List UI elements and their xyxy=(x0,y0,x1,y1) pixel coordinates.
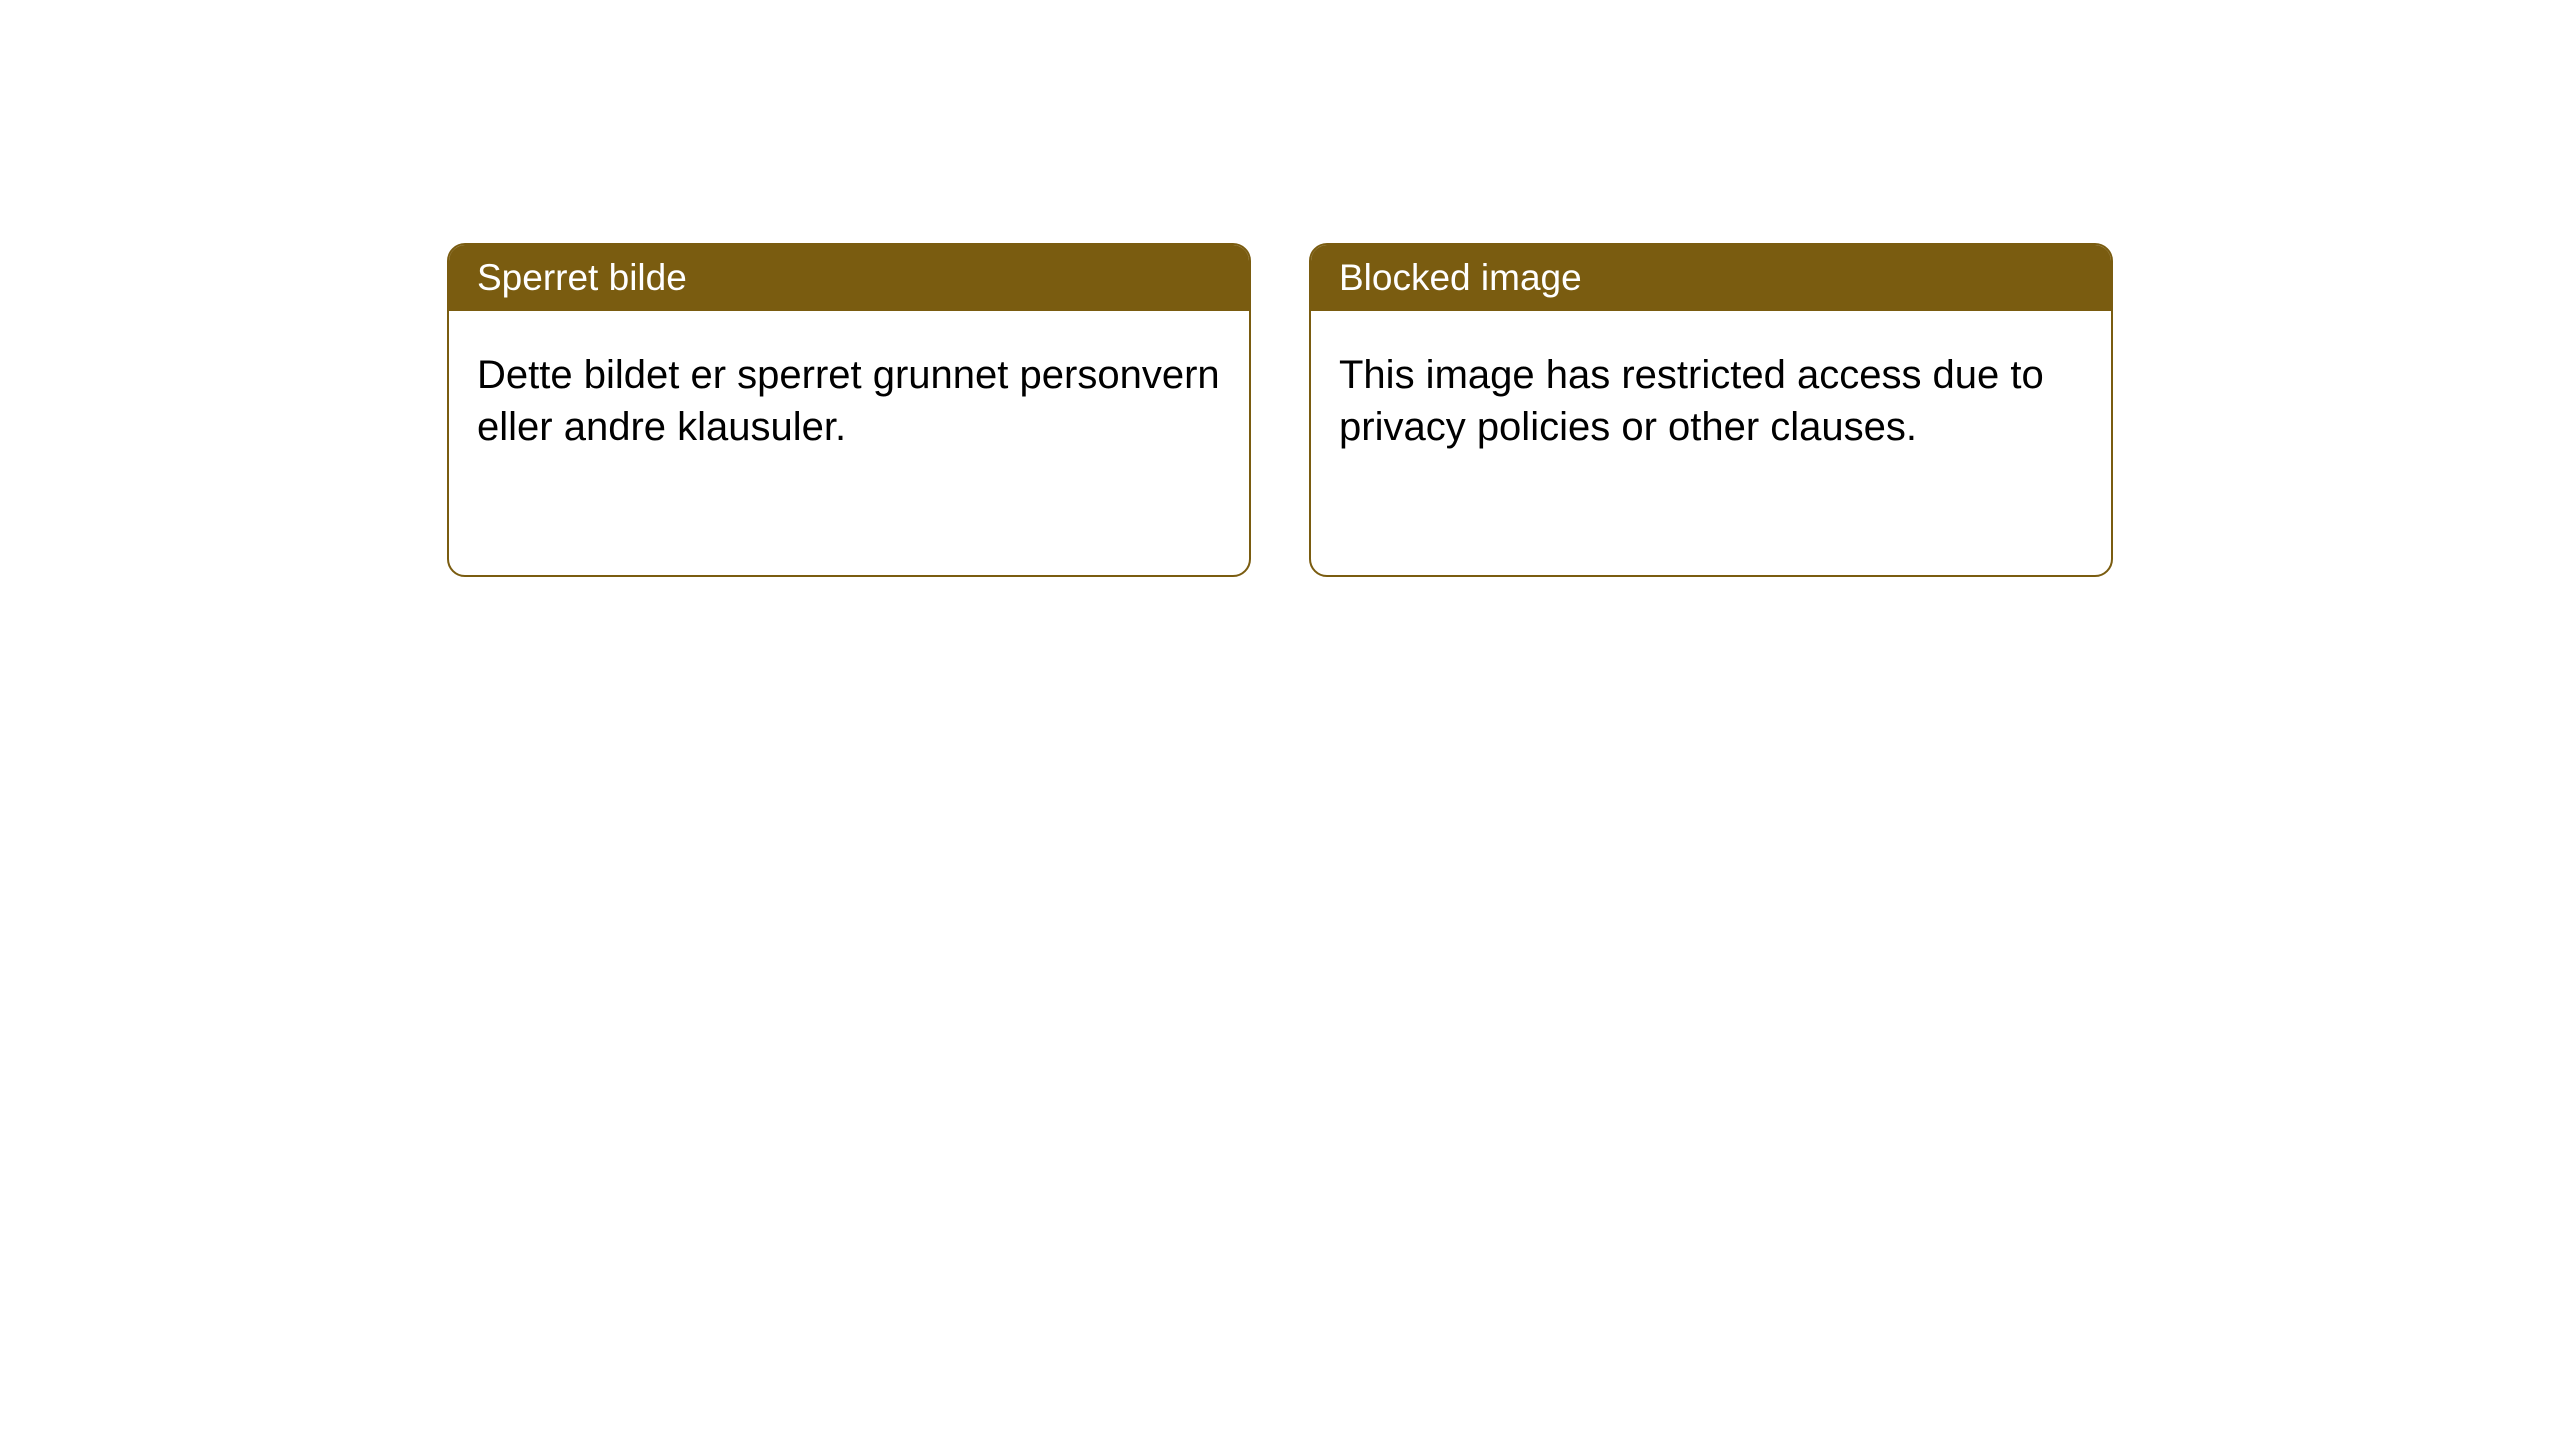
notice-header: Blocked image xyxy=(1311,245,2111,311)
notice-box-norwegian: Sperret bilde Dette bildet er sperret gr… xyxy=(447,243,1251,577)
notices-container: Sperret bilde Dette bildet er sperret gr… xyxy=(0,0,2560,577)
notice-body: Dette bildet er sperret grunnet personve… xyxy=(449,311,1249,492)
notice-box-english: Blocked image This image has restricted … xyxy=(1309,243,2113,577)
notice-title: Blocked image xyxy=(1339,257,1582,298)
notice-body: This image has restricted access due to … xyxy=(1311,311,2111,492)
notice-header: Sperret bilde xyxy=(449,245,1249,311)
notice-body-text: Dette bildet er sperret grunnet personve… xyxy=(477,353,1220,449)
notice-body-text: This image has restricted access due to … xyxy=(1339,353,2044,449)
notice-title: Sperret bilde xyxy=(477,257,687,298)
